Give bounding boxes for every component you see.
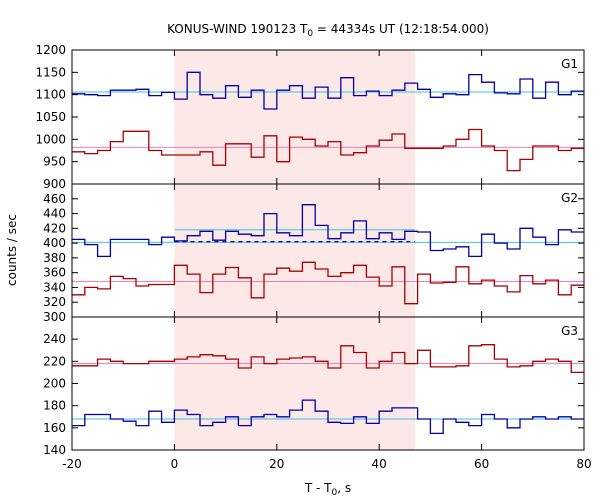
g2-y-tick-label: 300 — [43, 310, 66, 324]
x-axis-title: T - T0, s — [304, 481, 351, 498]
g1-y-tick-label: 1200 — [35, 43, 66, 57]
g2-y-tick-label: 420 — [43, 221, 66, 235]
g3-panel-label: G3 — [561, 324, 578, 338]
g1-panel-label: G1 — [561, 57, 578, 71]
g3-y-tick-label: 180 — [43, 399, 66, 413]
g1-y-tick-label: 1150 — [35, 65, 66, 79]
g2-y-tick-label: 380 — [43, 251, 66, 265]
g1-y-tick-label: 1000 — [35, 132, 66, 146]
plot-area: 900 950 1000 1050 1100 1150 1200 G1 300320340360… — [35, 43, 591, 471]
g1-y-tick-label: 900 — [43, 177, 66, 191]
x-tick-label: 20 — [269, 457, 284, 471]
g1-y-tick-label: 1050 — [35, 110, 66, 124]
g2-red-series — [72, 261, 584, 305]
g2-y-tick-label: 400 — [43, 236, 66, 250]
x-tick-label: 0 — [171, 457, 179, 471]
g2-y-tick-label: 320 — [43, 295, 66, 309]
g3-y-tick-label: 200 — [43, 377, 66, 391]
g2-y-tick-label: 440 — [43, 207, 66, 221]
g3-blue-series — [72, 399, 584, 435]
g2-y-tick-label: 360 — [43, 266, 66, 280]
g3-y-tick-label: 240 — [43, 332, 66, 346]
g2-y-tick-label: 340 — [43, 280, 66, 294]
y-axis-title: counts / sec — [5, 214, 19, 286]
x-tick-label: 80 — [576, 457, 591, 471]
g3-y-tick-label: 140 — [43, 443, 66, 457]
g2-y-tick-label: 460 — [43, 192, 66, 206]
g3-y-tick-label: 160 — [43, 421, 66, 435]
g3-red-series — [72, 344, 584, 374]
g1-y-tick-label: 950 — [43, 155, 66, 169]
g2-panel-label: G2 — [561, 191, 578, 205]
g1-y-tick-label: 1100 — [35, 88, 66, 102]
panel-g3: 140 160 180 200 220 240 G3 — [43, 316, 585, 457]
chart-title: KONUS-WIND 190123 T0 = 44334s UT (12:18:… — [167, 22, 489, 39]
x-tick-label: 40 — [372, 457, 387, 471]
g2-blue-series — [72, 204, 584, 258]
x-tick-label: -20 — [62, 457, 82, 471]
burst-interval-highlight — [174, 50, 416, 450]
x-tick-label: 60 — [474, 457, 489, 471]
g3-y-tick-label: 220 — [43, 354, 66, 368]
g1-red-series — [72, 128, 584, 172]
g1-blue-series — [72, 71, 584, 110]
